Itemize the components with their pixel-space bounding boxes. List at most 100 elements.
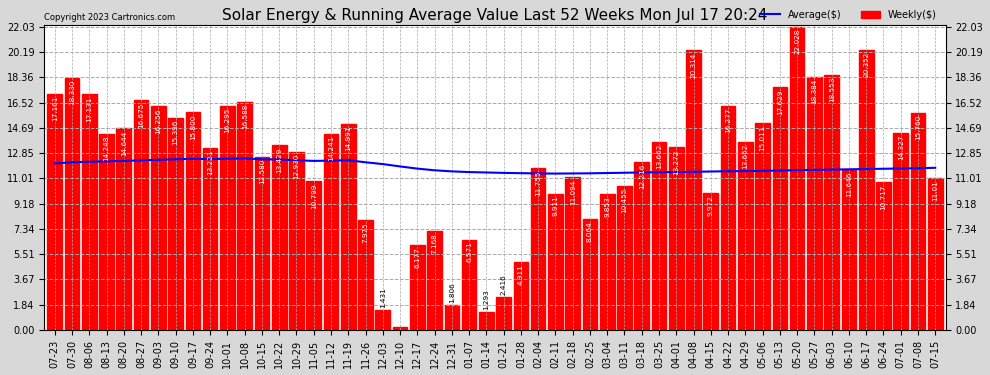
Text: 17.131: 17.131 xyxy=(86,96,92,122)
Text: 11.755: 11.755 xyxy=(536,170,542,196)
Bar xyxy=(410,245,425,330)
Text: 15.800: 15.800 xyxy=(190,114,196,140)
Text: 7.168: 7.168 xyxy=(432,233,438,254)
Bar xyxy=(704,193,718,330)
Text: 9.853: 9.853 xyxy=(604,196,610,217)
Bar xyxy=(721,106,736,330)
Text: 17.161: 17.161 xyxy=(51,96,57,121)
Text: 6.571: 6.571 xyxy=(466,242,472,262)
Bar xyxy=(358,220,373,330)
Bar xyxy=(617,186,632,330)
Text: 15.011: 15.011 xyxy=(759,125,765,151)
Bar xyxy=(859,50,873,330)
Bar xyxy=(185,112,200,330)
Text: 10.455: 10.455 xyxy=(622,188,628,213)
Text: 14.644: 14.644 xyxy=(121,130,127,156)
Text: 11.01: 11.01 xyxy=(933,180,939,201)
Text: 4.911: 4.911 xyxy=(518,264,524,285)
Text: 14.327: 14.327 xyxy=(898,135,904,160)
Text: 12.930: 12.930 xyxy=(293,154,299,179)
Text: 16.588: 16.588 xyxy=(242,104,248,129)
Bar xyxy=(341,124,355,330)
Bar xyxy=(686,50,701,330)
Title: Solar Energy & Running Average Value Last 52 Weeks Mon Jul 17 20:24: Solar Energy & Running Average Value Las… xyxy=(223,8,767,22)
Bar xyxy=(825,75,839,330)
Text: 12.216: 12.216 xyxy=(639,164,644,189)
Bar xyxy=(755,123,770,330)
Bar xyxy=(151,106,165,330)
Text: 14.991: 14.991 xyxy=(346,126,351,151)
Bar xyxy=(738,142,752,330)
Text: 14.241: 14.241 xyxy=(328,136,334,161)
Bar xyxy=(548,194,562,330)
Text: 18.384: 18.384 xyxy=(812,79,818,104)
Bar xyxy=(669,147,684,330)
Bar xyxy=(82,94,97,330)
Bar xyxy=(928,178,942,330)
Bar xyxy=(600,194,615,330)
Bar xyxy=(393,327,408,330)
Text: 20.314: 20.314 xyxy=(691,53,697,78)
Text: 14.248: 14.248 xyxy=(104,136,110,161)
Bar xyxy=(496,297,511,330)
Legend: Average($), Weekly($): Average($), Weekly($) xyxy=(756,6,940,24)
Text: 9.972: 9.972 xyxy=(708,195,714,216)
Text: 10.717: 10.717 xyxy=(880,184,886,210)
Bar xyxy=(203,148,218,330)
Text: 15.760: 15.760 xyxy=(915,115,921,141)
Text: 13.662: 13.662 xyxy=(656,144,662,170)
Bar xyxy=(254,157,269,330)
Text: 16.277: 16.277 xyxy=(725,108,731,134)
Text: Copyright 2023 Cartronics.com: Copyright 2023 Cartronics.com xyxy=(45,13,175,22)
Text: 13.429: 13.429 xyxy=(276,147,282,172)
Bar xyxy=(117,128,131,330)
Text: 1.806: 1.806 xyxy=(448,282,454,303)
Bar xyxy=(842,170,856,330)
Text: 16.295: 16.295 xyxy=(225,108,231,133)
Text: 8.064: 8.064 xyxy=(587,221,593,242)
Text: 16.256: 16.256 xyxy=(155,108,161,134)
Text: 20.352: 20.352 xyxy=(863,52,869,77)
Bar xyxy=(876,182,891,330)
Bar xyxy=(306,181,321,330)
Text: 16.675: 16.675 xyxy=(138,102,145,128)
Bar xyxy=(445,305,459,330)
Text: 13.272: 13.272 xyxy=(673,149,679,175)
Bar xyxy=(220,106,235,330)
Bar xyxy=(48,94,62,330)
Bar xyxy=(479,312,494,330)
Bar xyxy=(64,78,79,330)
Bar xyxy=(582,219,597,330)
Text: 1.431: 1.431 xyxy=(380,288,386,308)
Text: 13.662: 13.662 xyxy=(742,144,748,170)
Bar xyxy=(893,133,908,330)
Bar xyxy=(134,100,148,330)
Bar xyxy=(514,262,529,330)
Bar xyxy=(911,113,926,330)
Text: 11.646: 11.646 xyxy=(845,172,852,197)
Bar xyxy=(99,134,114,330)
Bar xyxy=(375,310,390,330)
Bar xyxy=(168,118,183,330)
Text: 1.293: 1.293 xyxy=(483,290,489,310)
Text: 10.799: 10.799 xyxy=(311,183,317,209)
Text: 18.553: 18.553 xyxy=(829,76,835,102)
Bar xyxy=(531,168,545,330)
Text: 7.975: 7.975 xyxy=(362,222,368,243)
Text: 11.094: 11.094 xyxy=(569,179,576,205)
Text: 13.221: 13.221 xyxy=(207,150,213,176)
Text: 18.330: 18.330 xyxy=(69,80,75,105)
Text: 22.028: 22.028 xyxy=(794,29,800,54)
Bar xyxy=(461,240,476,330)
Bar xyxy=(324,134,339,330)
Bar xyxy=(772,87,787,330)
Text: 15.396: 15.396 xyxy=(172,120,178,146)
Bar xyxy=(289,152,304,330)
Bar xyxy=(651,142,666,330)
Bar xyxy=(428,231,442,330)
Bar xyxy=(790,27,805,330)
Text: 6.177: 6.177 xyxy=(414,247,421,268)
Text: 2.416: 2.416 xyxy=(501,274,507,295)
Text: 9.911: 9.911 xyxy=(552,196,558,216)
Bar xyxy=(238,102,252,330)
